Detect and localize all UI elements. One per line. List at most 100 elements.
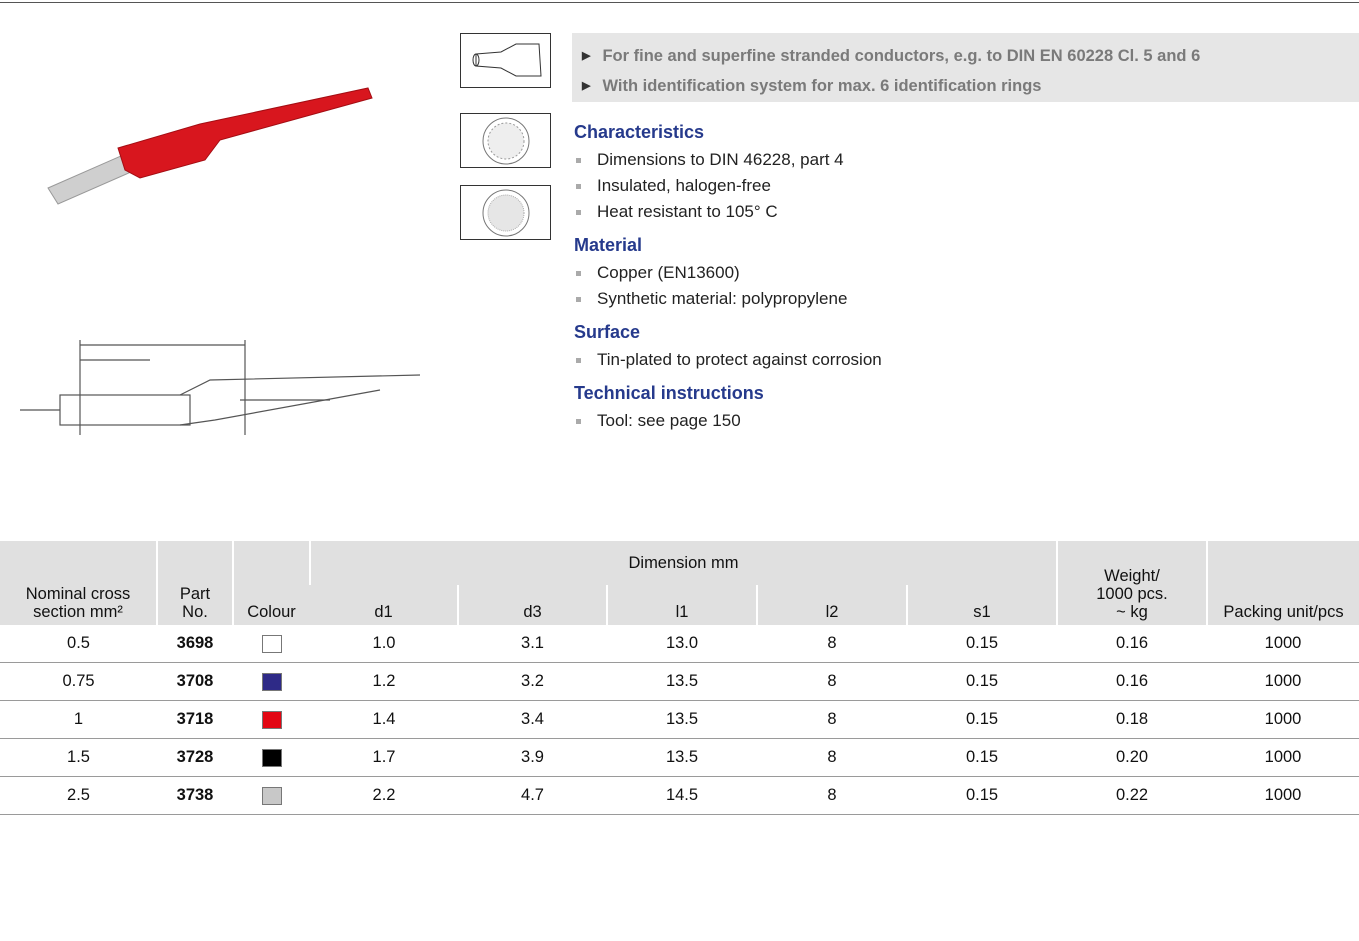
bullet-item: Synthetic material: polypropylene bbox=[574, 286, 882, 312]
column-header: Nominal cross section mm² bbox=[0, 541, 157, 625]
colour-swatch bbox=[261, 672, 282, 691]
header-row: d1 d3 l1 l2 s1 bbox=[0, 585, 1359, 625]
table-cell: 0.16 bbox=[1057, 625, 1207, 663]
top-rule bbox=[0, 2, 1359, 3]
colour-swatch bbox=[261, 634, 282, 653]
table-cell: 3698 bbox=[157, 625, 233, 663]
section: Surface Tin-plated to protect against cor… bbox=[574, 322, 882, 373]
bullet-item: Copper (EN13600) bbox=[574, 260, 882, 286]
table-cell: 3.1 bbox=[458, 625, 607, 663]
bullet-item: Heat resistant to 105° C bbox=[574, 199, 882, 225]
table-cell: 0.5 bbox=[0, 625, 157, 663]
colour-swatch bbox=[261, 786, 282, 805]
table-cell: 0.18 bbox=[1057, 700, 1207, 739]
column-header: l1 bbox=[606, 585, 757, 625]
column-header: Part No. bbox=[156, 541, 233, 625]
table-cell: 8 bbox=[757, 776, 907, 815]
table-cell: 0.15 bbox=[907, 662, 1057, 701]
table-cell: 13.5 bbox=[607, 738, 757, 777]
table-cell: 0.15 bbox=[907, 738, 1057, 777]
table-cell: 0.22 bbox=[1057, 776, 1207, 815]
column-header: Weight/ 1000 pcs. ~ kg bbox=[1056, 541, 1207, 625]
colour-swatch bbox=[261, 748, 282, 767]
table-cell: 1000 bbox=[1207, 700, 1359, 739]
table-cell: 13.0 bbox=[607, 625, 757, 663]
table-cell: 2.5 bbox=[0, 776, 157, 815]
table-cell: 3718 bbox=[157, 700, 233, 739]
table-cell: 1000 bbox=[1207, 662, 1359, 701]
section: Characteristics Dimensions to DIN 46228, … bbox=[574, 122, 882, 225]
table-cell: 0.15 bbox=[907, 776, 1057, 815]
section-title: Characteristics bbox=[574, 122, 705, 142]
highlight: With identification system for max. 6 id… bbox=[582, 72, 1359, 102]
table-cell: 1000 bbox=[1207, 625, 1359, 663]
table-cell: 3728 bbox=[157, 738, 233, 777]
bullet-item: Dimensions to DIN 46228, part 4 bbox=[574, 147, 882, 173]
colour-cell bbox=[233, 776, 310, 815]
table-cell: 3.4 bbox=[458, 700, 607, 739]
bullet-item: Insulated, halogen-free bbox=[574, 173, 882, 199]
table-cell: 3.2 bbox=[458, 662, 607, 701]
table-cell: 8 bbox=[757, 625, 907, 663]
highlights: For fine and superfine stranded conducto… bbox=[572, 33, 1359, 102]
column-header: l2 bbox=[756, 585, 907, 625]
table-cell: 3708 bbox=[157, 662, 233, 701]
table-cell: 1000 bbox=[1207, 738, 1359, 777]
table-cell: 3.9 bbox=[458, 738, 607, 777]
table-cell: 1.5 bbox=[0, 738, 157, 777]
ferrule-photo bbox=[47, 87, 373, 205]
table-cell: 4.7 bbox=[458, 776, 607, 815]
colour-cell bbox=[233, 700, 310, 739]
table-cell: 1.2 bbox=[310, 662, 458, 701]
table-row: 0.5 3698 1.0 3.1 13.0 8 0.15 0.16 1000 bbox=[0, 625, 1359, 663]
table-cell: 14.5 bbox=[607, 776, 757, 815]
table-row: 1.5 3728 1.7 3.9 13.5 8 0.15 0.20 1000 bbox=[0, 738, 1359, 777]
table-cell: 8 bbox=[757, 738, 907, 777]
colour-cell bbox=[233, 662, 310, 701]
icon-ferrule bbox=[460, 33, 551, 88]
column-header: d3 bbox=[457, 585, 607, 625]
column-header: d1 bbox=[310, 585, 458, 625]
header-row: Nominal cross section mm² Part No. Colour D… bbox=[0, 541, 1359, 625]
table-row: 2.5 3738 2.2 4.7 14.5 8 0.15 0.22 1000 bbox=[0, 776, 1359, 815]
feature-sections: Characteristics Dimensions to DIN 46228, … bbox=[574, 122, 882, 444]
table-cell: 1.7 bbox=[310, 738, 458, 777]
section: Technical instructions Tool: see page 150 bbox=[574, 383, 882, 434]
table-cell: 1 bbox=[0, 700, 157, 739]
section-title: Surface bbox=[574, 322, 641, 342]
table-cell: 13.5 bbox=[607, 700, 757, 739]
table-cell: 2.2 bbox=[310, 776, 458, 815]
section-title: Technical instructions bbox=[574, 383, 764, 403]
column-header: Packing unit/pcs bbox=[1206, 541, 1359, 625]
table-row: 0.75 3708 1.2 3.2 13.5 8 0.15 0.16 1000 bbox=[0, 662, 1359, 701]
table-cell: 0.15 bbox=[907, 700, 1057, 739]
table-row: 1 3718 1.4 3.4 13.5 8 0.15 0.18 1000 bbox=[0, 700, 1359, 739]
colour-swatch bbox=[261, 710, 282, 729]
column-header: Dimension mm bbox=[309, 541, 1057, 585]
section: Material Copper (EN13600) Synthetic materi… bbox=[574, 235, 882, 312]
column-header: Colour bbox=[232, 541, 310, 625]
product-images bbox=[20, 87, 421, 435]
colour-cell bbox=[233, 738, 310, 777]
table-cell: 3738 bbox=[157, 776, 233, 815]
table-cell: 8 bbox=[757, 662, 907, 701]
table-cell: 0.16 bbox=[1057, 662, 1207, 701]
ferrule-drawing bbox=[20, 340, 421, 435]
bullet-item: Tin-plated to protect against corrosion bbox=[574, 347, 882, 373]
icon-superfine-strands bbox=[460, 185, 551, 240]
column-header: s1 bbox=[906, 585, 1057, 625]
table-cell: 13.5 bbox=[607, 662, 757, 701]
icon-fine-strands bbox=[460, 113, 551, 168]
table-cell: 0.15 bbox=[907, 625, 1057, 663]
table-cell: 1.0 bbox=[310, 625, 458, 663]
table-cell: 1000 bbox=[1207, 776, 1359, 815]
bullet-item: Tool: see page 150 bbox=[574, 408, 882, 434]
table-cell: 0.20 bbox=[1057, 738, 1207, 777]
table-cell: 1.4 bbox=[310, 700, 458, 739]
section-title: Material bbox=[574, 235, 643, 255]
colour-cell bbox=[233, 625, 310, 663]
highlight: For fine and superfine stranded conducto… bbox=[582, 42, 1359, 72]
spec-table: Nominal cross section mm² Part No. Colour D… bbox=[0, 541, 1359, 815]
table-cell: 0.75 bbox=[0, 662, 157, 701]
